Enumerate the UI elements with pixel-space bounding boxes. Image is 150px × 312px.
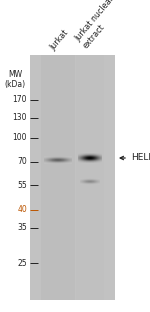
Text: Jurkat: Jurkat xyxy=(48,28,70,52)
Text: 170: 170 xyxy=(12,95,27,105)
Text: 25: 25 xyxy=(17,259,27,267)
Text: 35: 35 xyxy=(17,223,27,232)
Text: HELIOS: HELIOS xyxy=(131,154,150,163)
Text: 100: 100 xyxy=(12,134,27,143)
Text: 40: 40 xyxy=(17,206,27,215)
Text: 70: 70 xyxy=(17,158,27,167)
Text: 55: 55 xyxy=(17,181,27,189)
Text: 130: 130 xyxy=(12,114,27,123)
Text: Jurkat nuclear
extract: Jurkat nuclear extract xyxy=(73,0,124,50)
Text: MW
(kDa): MW (kDa) xyxy=(4,70,26,90)
